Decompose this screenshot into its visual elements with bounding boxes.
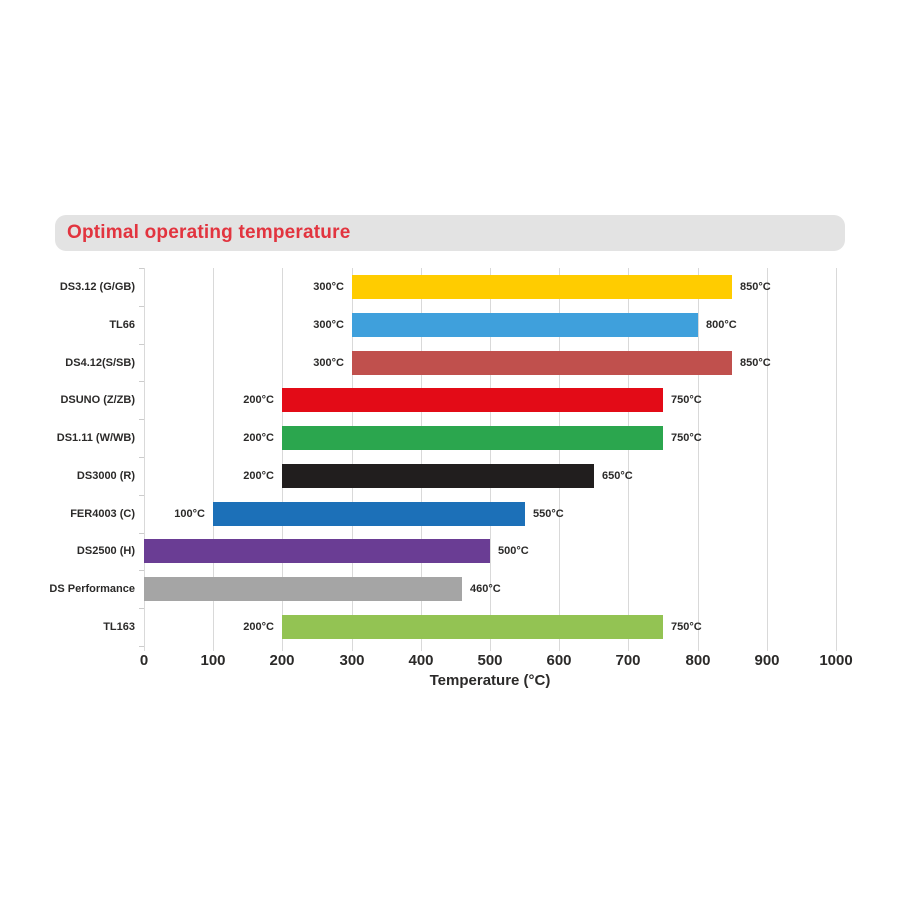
bar-end-label: 500°C bbox=[498, 545, 529, 557]
bar-green bbox=[282, 426, 663, 450]
gridline-900 bbox=[767, 268, 768, 651]
gridline-100 bbox=[213, 268, 214, 651]
bar-blue bbox=[213, 502, 525, 526]
x-tick-label-700: 700 bbox=[615, 652, 641, 669]
bar-start-label: 200°C bbox=[243, 394, 274, 406]
gridline-700 bbox=[628, 268, 629, 651]
y-axis-tick bbox=[139, 268, 144, 269]
gridline-300 bbox=[352, 268, 353, 651]
x-tick-label-100: 100 bbox=[200, 652, 226, 669]
y-axis-tick bbox=[139, 608, 144, 609]
bar-end-label: 550°C bbox=[533, 508, 564, 520]
category-label-ds4-12-s-sb-: DS4.12(S/SB) bbox=[65, 357, 135, 369]
category-label-ds2500-h-: DS2500 (H) bbox=[76, 545, 135, 557]
bar-light-green bbox=[282, 615, 663, 639]
y-axis-tick bbox=[139, 344, 144, 345]
gridline-1000 bbox=[836, 268, 837, 651]
x-tick-label-1000: 1000 bbox=[819, 652, 853, 669]
bar-brick-red bbox=[352, 351, 732, 375]
bar-light-blue bbox=[352, 313, 698, 337]
bar-start-label: 300°C bbox=[313, 319, 344, 331]
x-tick-label-400: 400 bbox=[408, 652, 434, 669]
bar-start-label: 200°C bbox=[243, 432, 274, 444]
y-axis-tick bbox=[139, 495, 144, 496]
gridline-400 bbox=[421, 268, 422, 651]
y-axis-tick bbox=[139, 306, 144, 307]
y-axis-tick bbox=[139, 646, 144, 647]
x-tick-label-300: 300 bbox=[339, 652, 365, 669]
category-label-ds1-11-w-wb-: DS1.11 (W/WB) bbox=[56, 432, 135, 444]
bar-end-label: 800°C bbox=[706, 319, 737, 331]
bar-start-label: 300°C bbox=[313, 281, 344, 293]
y-axis-tick bbox=[139, 457, 144, 458]
bar-start-label: 300°C bbox=[313, 357, 344, 369]
y-axis-tick bbox=[139, 381, 144, 382]
category-label-ds3-12-g-gb-: DS3.12 (G/GB) bbox=[59, 281, 135, 293]
category-label-tl66: TL66 bbox=[109, 319, 135, 331]
category-label-tl163: TL163 bbox=[103, 621, 135, 633]
bar-end-label: 850°C bbox=[740, 357, 771, 369]
x-tick-label-600: 600 bbox=[546, 652, 572, 669]
bar-purple bbox=[144, 539, 490, 563]
bar-end-label: 750°C bbox=[671, 621, 702, 633]
x-tick-label-900: 900 bbox=[754, 652, 780, 669]
x-tick-label-500: 500 bbox=[477, 652, 503, 669]
bar-end-label: 650°C bbox=[602, 470, 633, 482]
bar-black bbox=[282, 464, 594, 488]
gridline-800 bbox=[698, 268, 699, 651]
category-label-ds-performance: DS Performance bbox=[49, 583, 135, 595]
gridline-600 bbox=[559, 268, 560, 651]
gridline-500 bbox=[490, 268, 491, 651]
x-axis-title: Temperature (°C) bbox=[429, 672, 551, 689]
y-axis-tick bbox=[139, 419, 144, 420]
bar-start-label: 200°C bbox=[243, 621, 274, 633]
gridline-200 bbox=[282, 268, 283, 651]
bar-end-label: 750°C bbox=[671, 394, 702, 406]
bar-gray bbox=[144, 577, 462, 601]
x-tick-label-200: 200 bbox=[269, 652, 295, 669]
bar-end-label: 460°C bbox=[470, 583, 501, 595]
category-label-fer4003-c-: FER4003 (C) bbox=[70, 508, 135, 520]
y-axis-tick bbox=[139, 533, 144, 534]
bar-end-label: 850°C bbox=[740, 281, 771, 293]
bar-start-label: 100°C bbox=[174, 508, 205, 520]
chart-header: Optimal operating temperature bbox=[55, 215, 845, 251]
gridline-0 bbox=[144, 268, 145, 651]
x-tick-label-0: 0 bbox=[139, 652, 149, 669]
bar-yellow bbox=[352, 275, 732, 299]
x-tick-label-800: 800 bbox=[685, 652, 711, 669]
bar-end-label: 750°C bbox=[671, 432, 702, 444]
category-label-ds3000-r-: DS3000 (R) bbox=[76, 470, 135, 482]
bar-red bbox=[282, 388, 663, 412]
bar-start-label: 200°C bbox=[243, 470, 274, 482]
y-axis-tick bbox=[139, 570, 144, 571]
category-label-dsuno-z-zb-: DSUNO (Z/ZB) bbox=[60, 394, 135, 406]
chart-title: Optimal operating temperature bbox=[67, 222, 351, 243]
